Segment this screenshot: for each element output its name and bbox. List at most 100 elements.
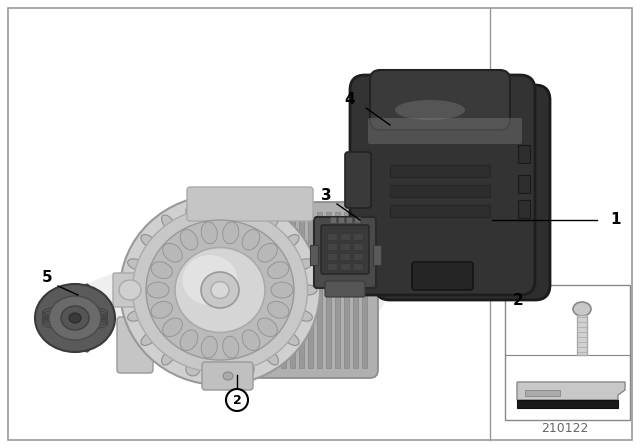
Bar (335, 212, 340, 368)
Bar (518, 200, 530, 218)
FancyBboxPatch shape (325, 281, 365, 297)
Ellipse shape (395, 100, 465, 120)
Ellipse shape (242, 229, 260, 250)
Bar (390, 205, 490, 217)
Ellipse shape (186, 362, 200, 376)
Bar (327, 243, 337, 250)
Ellipse shape (180, 229, 198, 250)
Bar (353, 243, 363, 250)
Bar (505, 285, 630, 420)
Bar (327, 233, 337, 240)
FancyBboxPatch shape (202, 362, 253, 390)
Ellipse shape (61, 306, 89, 330)
Ellipse shape (163, 318, 182, 336)
FancyBboxPatch shape (113, 273, 147, 307)
Ellipse shape (75, 260, 385, 340)
Ellipse shape (268, 262, 289, 279)
Bar (340, 233, 350, 240)
Bar (338, 217, 344, 223)
Ellipse shape (119, 280, 141, 300)
Ellipse shape (240, 362, 254, 376)
Ellipse shape (213, 200, 227, 214)
Bar (353, 263, 363, 270)
Ellipse shape (240, 204, 254, 218)
Ellipse shape (223, 222, 239, 244)
Ellipse shape (175, 247, 265, 332)
Ellipse shape (147, 282, 169, 298)
Ellipse shape (265, 215, 278, 231)
Bar (518, 175, 530, 193)
FancyBboxPatch shape (350, 75, 535, 295)
Ellipse shape (284, 332, 299, 345)
Bar (318, 261, 324, 275)
Bar (362, 212, 367, 368)
Ellipse shape (573, 302, 591, 316)
Ellipse shape (123, 285, 141, 295)
FancyBboxPatch shape (117, 317, 153, 373)
Ellipse shape (265, 349, 278, 365)
Ellipse shape (151, 302, 172, 318)
Ellipse shape (151, 262, 172, 279)
Text: 2: 2 (513, 293, 524, 308)
Bar (340, 263, 350, 270)
Bar (310, 255, 316, 269)
Bar (344, 212, 349, 368)
Bar (353, 253, 363, 260)
Bar (308, 212, 313, 368)
FancyBboxPatch shape (321, 225, 369, 274)
Text: 1: 1 (610, 212, 621, 228)
Ellipse shape (180, 330, 198, 351)
Bar (272, 212, 277, 368)
FancyBboxPatch shape (232, 202, 378, 378)
Text: 210122: 210122 (541, 422, 589, 435)
Bar (317, 212, 322, 368)
Ellipse shape (201, 336, 218, 358)
Bar (390, 185, 490, 197)
Ellipse shape (186, 204, 200, 218)
Bar (340, 243, 350, 250)
Polygon shape (525, 390, 560, 396)
Bar (281, 212, 286, 368)
Ellipse shape (271, 282, 293, 298)
Bar (390, 165, 490, 177)
FancyBboxPatch shape (375, 85, 550, 300)
Bar (353, 212, 358, 368)
Ellipse shape (162, 215, 175, 231)
Ellipse shape (258, 243, 277, 262)
FancyBboxPatch shape (345, 152, 371, 208)
Bar (263, 212, 268, 368)
Ellipse shape (127, 259, 145, 270)
Bar (517, 400, 618, 408)
Bar (254, 212, 259, 368)
Ellipse shape (80, 284, 94, 352)
Bar (354, 217, 360, 223)
Ellipse shape (223, 372, 233, 380)
Ellipse shape (201, 272, 239, 308)
Ellipse shape (268, 302, 289, 318)
Ellipse shape (146, 220, 294, 360)
Bar (340, 253, 350, 260)
Bar (373, 245, 381, 265)
Bar (518, 145, 530, 163)
Ellipse shape (163, 243, 182, 262)
Ellipse shape (223, 336, 239, 358)
Ellipse shape (299, 285, 317, 295)
Ellipse shape (182, 255, 237, 305)
Ellipse shape (132, 207, 307, 372)
Bar (327, 253, 337, 260)
Bar (326, 267, 332, 281)
FancyBboxPatch shape (370, 70, 510, 130)
Bar (577, 315, 587, 355)
Text: 3: 3 (321, 189, 332, 203)
Ellipse shape (120, 195, 320, 385)
Ellipse shape (284, 235, 299, 248)
Polygon shape (517, 382, 625, 400)
Ellipse shape (141, 235, 157, 248)
Bar (327, 263, 337, 270)
Ellipse shape (213, 366, 227, 380)
Text: 2: 2 (232, 393, 241, 406)
Ellipse shape (127, 310, 145, 321)
Ellipse shape (69, 313, 81, 323)
Ellipse shape (211, 281, 229, 298)
Ellipse shape (141, 332, 157, 345)
